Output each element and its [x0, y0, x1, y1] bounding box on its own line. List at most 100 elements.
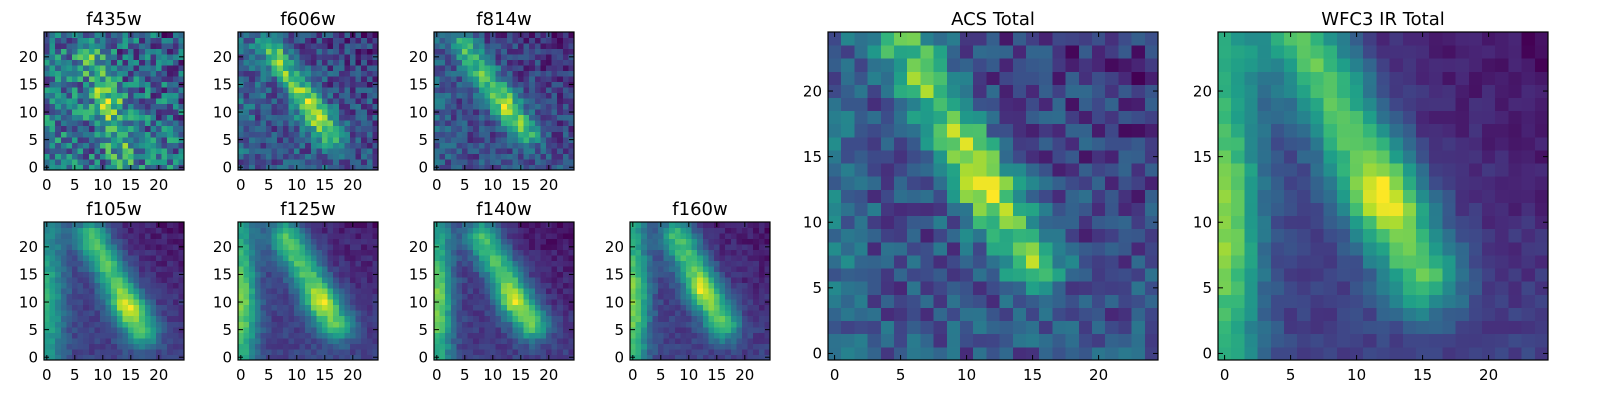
heatmap-cell [156, 153, 162, 160]
heatmap-cell [49, 299, 56, 306]
heatmap-cell [139, 222, 146, 228]
heatmap-cell [249, 98, 256, 105]
heatmap-cell [310, 255, 317, 262]
heatmap-cell [116, 153, 123, 160]
heatmap-cell [60, 260, 67, 267]
heatmap-cell [907, 294, 921, 308]
heatmap-cell [999, 228, 1014, 243]
heatmap-cell [77, 321, 84, 328]
heatmap-cell [83, 109, 90, 116]
heatmap-cell [467, 304, 474, 311]
heatmap-cell [880, 150, 895, 164]
heatmap-cell [495, 109, 502, 116]
heatmap-cell [1026, 294, 1040, 308]
heatmap-cell [338, 354, 345, 361]
heatmap-cell [635, 238, 642, 245]
heatmap-cell [167, 43, 174, 49]
heatmap-cell [484, 76, 491, 83]
y-tick-label: 15 [409, 76, 428, 94]
heatmap-cell [986, 241, 1000, 256]
heatmap-cell [646, 321, 653, 328]
heatmap-cell [288, 48, 295, 55]
heatmap-cell [94, 227, 101, 234]
heatmap-cell [702, 244, 709, 250]
heatmap-cell [630, 304, 636, 311]
heatmap-cell [288, 153, 295, 160]
heatmap-cell [434, 103, 440, 110]
heatmap-cell [355, 147, 362, 154]
heatmap-cell [473, 222, 480, 228]
heatmap-cell [243, 238, 250, 245]
heatmap-cell [133, 48, 140, 55]
heatmap-cell [512, 76, 519, 83]
heatmap-cell [512, 315, 519, 322]
heatmap-cell [139, 81, 146, 88]
heatmap-cell [49, 266, 56, 273]
heatmap-cell [338, 310, 345, 317]
heatmap-cell [540, 260, 547, 267]
heatmap-cell [66, 59, 73, 66]
heatmap-cell [133, 288, 140, 295]
heatmap-cell [254, 32, 261, 38]
heatmap-cell [506, 332, 513, 339]
heatmap-cell [333, 120, 340, 127]
heatmap-cell [294, 114, 300, 121]
heatmap-cell [156, 59, 162, 66]
heatmap-cell [501, 48, 508, 55]
heatmap-cell [1144, 176, 1159, 190]
heatmap-cell [529, 260, 536, 267]
heatmap-cell [327, 142, 334, 149]
heatmap-cell [758, 354, 765, 361]
heatmap-cell [719, 310, 726, 317]
heatmap-cell [139, 315, 146, 322]
heatmap-cell [960, 189, 974, 203]
heatmap-cell [44, 147, 50, 154]
heatmap-cell [94, 125, 101, 132]
heatmap-cell [122, 260, 129, 267]
heatmap-cell [753, 304, 760, 311]
heatmap-cell [450, 158, 457, 165]
heatmap-cell [828, 346, 842, 361]
heatmap-cell [172, 32, 179, 38]
heatmap-cell [986, 307, 1000, 322]
heatmap-cell [366, 37, 373, 44]
heatmap-cell [867, 294, 882, 308]
heatmap-cell [44, 310, 50, 317]
heatmap-cell [277, 136, 284, 143]
heatmap-cell [841, 307, 855, 322]
heatmap-cell [366, 136, 373, 143]
heatmap-cell [122, 299, 129, 306]
heatmap-cell [282, 299, 289, 306]
heatmap-cell [139, 310, 146, 317]
heatmap-cell [730, 343, 737, 350]
heatmap-cell [139, 293, 146, 300]
heatmap-cell [271, 98, 278, 105]
heatmap-cell [708, 315, 715, 322]
y-tick-label: 15 [19, 266, 38, 284]
heatmap-cell [439, 131, 446, 138]
heatmap-cell [88, 244, 95, 250]
heatmap-cell [60, 120, 67, 127]
heatmap-cell [551, 153, 558, 160]
heatmap-cell [462, 136, 468, 143]
x-tick-label: 15 [315, 176, 334, 194]
heatmap-cell [254, 158, 261, 165]
heatmap-cell [562, 326, 569, 333]
heatmap-cell [725, 315, 732, 322]
heatmap-cell [546, 54, 552, 60]
heatmap-cell [764, 304, 771, 311]
heatmap-cell [94, 92, 101, 99]
heatmap-cell [523, 337, 530, 344]
heatmap-cell [450, 43, 457, 49]
heatmap-cell [277, 255, 284, 262]
heatmap-cell [327, 32, 334, 38]
heatmap-cell [344, 136, 351, 143]
heatmap-cell [372, 227, 379, 234]
heatmap-cell [714, 293, 720, 300]
heatmap-cell [344, 109, 351, 116]
heatmap-cell [478, 147, 485, 154]
heatmap-cell [841, 241, 855, 256]
heatmap-cell [540, 164, 547, 171]
heatmap-cell [467, 158, 474, 165]
